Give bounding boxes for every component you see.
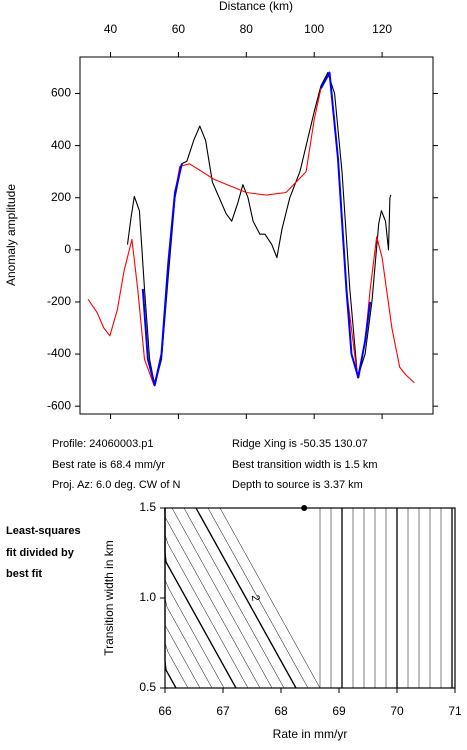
annotation: Depth to source is 3.37 km bbox=[232, 479, 363, 491]
x-tick-label: 70 bbox=[390, 704, 404, 718]
annotation: Ridge Xing is -50.35 130.07 bbox=[232, 438, 368, 450]
y-tick-label: 0.5 bbox=[139, 680, 156, 694]
contour-line bbox=[195, 507, 297, 689]
y-tick-label: 600 bbox=[51, 86, 71, 100]
x-tick-label: 60 bbox=[172, 22, 186, 36]
x-tick-label: 71 bbox=[448, 704, 462, 718]
x-tick-label: 68 bbox=[274, 704, 288, 718]
contour-line bbox=[219, 507, 321, 689]
x-axis-label: Distance (km) bbox=[219, 0, 293, 13]
contour-line bbox=[164, 508, 189, 689]
contour-line bbox=[164, 508, 201, 689]
x-tick-label: 40 bbox=[104, 22, 118, 36]
contour-line bbox=[207, 507, 309, 689]
x-axis-label: Rate in mm/yr bbox=[273, 727, 348, 741]
y-tick-label: -400 bbox=[47, 346, 71, 360]
y-axis-label: Transition width in km bbox=[102, 540, 116, 656]
best-fit-point bbox=[301, 505, 308, 511]
x-tick-label: 69 bbox=[332, 704, 346, 718]
series-line bbox=[87, 72, 415, 386]
contour-line bbox=[164, 508, 261, 689]
contour-line bbox=[164, 508, 177, 689]
panel-title: Least-squares bbox=[6, 525, 81, 537]
y-tick-label: -600 bbox=[47, 398, 71, 412]
x-tick-label: 80 bbox=[240, 22, 254, 36]
x-tick-label: 67 bbox=[216, 704, 230, 718]
contour-line bbox=[183, 507, 285, 689]
series-line bbox=[126, 72, 392, 386]
contour-line bbox=[164, 508, 213, 689]
panel-title: fit divided by bbox=[6, 547, 75, 559]
plot-frame bbox=[79, 56, 434, 415]
y-tick-label: 200 bbox=[51, 190, 71, 204]
contour-label: 2 bbox=[249, 594, 262, 602]
series-line bbox=[141, 71, 372, 387]
annotation: Proj. Az: 6.0 deg. CW of N bbox=[52, 479, 180, 491]
contour-line bbox=[164, 508, 237, 689]
annotation: Best rate is 68.4 mm/yr bbox=[52, 459, 165, 471]
y-tick-label: 0 bbox=[64, 242, 71, 256]
y-axis-label: Anomaly amplitude bbox=[4, 184, 18, 286]
y-tick-label: 1.0 bbox=[139, 590, 156, 604]
y-tick-label: 1.5 bbox=[139, 500, 156, 514]
y-tick-label: 400 bbox=[51, 138, 71, 152]
annotation: Best transition width is 1.5 km bbox=[232, 459, 378, 471]
annotation: Profile: 24060003.p1 bbox=[52, 438, 154, 450]
x-tick-label: 100 bbox=[304, 22, 324, 36]
panel-title: best fit bbox=[6, 568, 42, 580]
y-tick-label: -200 bbox=[47, 294, 71, 308]
x-tick-label: 66 bbox=[158, 704, 172, 718]
contour-line bbox=[164, 508, 249, 689]
contour-line bbox=[164, 508, 225, 689]
x-tick-label: 120 bbox=[372, 22, 392, 36]
contour-line bbox=[171, 507, 273, 689]
plot-frame bbox=[164, 507, 456, 689]
